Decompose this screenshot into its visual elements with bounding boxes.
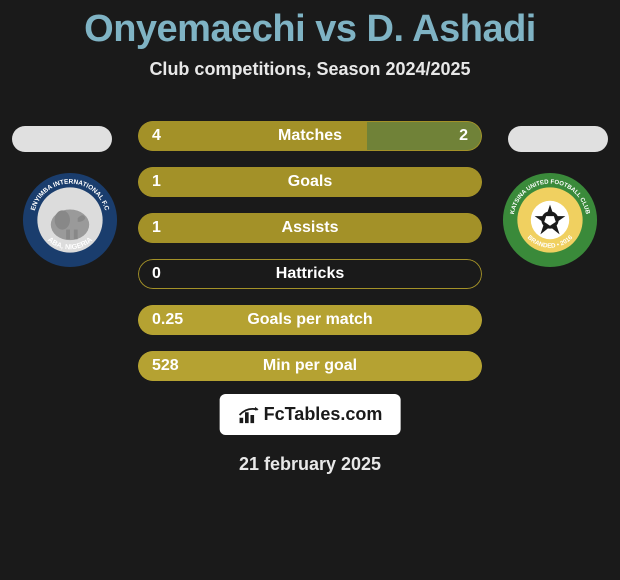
stat-row: 4 2 Matches bbox=[138, 121, 482, 151]
stat-row: 0 Hattricks bbox=[138, 259, 482, 289]
team-logo-left: ENYIMBA INTERNATIONAL F.C ABA, NIGERIA bbox=[22, 172, 118, 268]
stat-value-left: 528 bbox=[152, 357, 179, 375]
comparison-subtitle: Club competitions, Season 2024/2025 bbox=[0, 59, 620, 80]
stat-label: Matches bbox=[278, 127, 342, 145]
katsina-united-logo-icon: KATSINA UNITED FOOTBALL CLUB BRANDED • 2… bbox=[502, 172, 598, 268]
stat-label: Min per goal bbox=[263, 357, 357, 375]
player-avatar-left bbox=[12, 126, 112, 152]
stat-value-left: 0 bbox=[152, 265, 161, 283]
stat-value-left: 4 bbox=[152, 127, 161, 145]
enyimba-logo-icon: ENYIMBA INTERNATIONAL F.C ABA, NIGERIA bbox=[22, 172, 118, 268]
stat-row: 0.25 Goals per match bbox=[138, 305, 482, 335]
fctables-icon bbox=[238, 405, 260, 425]
stat-value-right: 2 bbox=[459, 127, 468, 145]
brand-text: FcTables.com bbox=[264, 404, 383, 425]
stat-row: 528 Min per goal bbox=[138, 351, 482, 381]
stat-value-left: 1 bbox=[152, 173, 161, 191]
comparison-date: 21 february 2025 bbox=[239, 454, 381, 475]
comparison-title: Onyemaechi vs D. Ashadi bbox=[0, 0, 620, 51]
stat-row: 1 Goals bbox=[138, 167, 482, 197]
stat-label: Goals per match bbox=[247, 311, 372, 329]
stat-label: Goals bbox=[288, 173, 332, 191]
stat-label: Hattricks bbox=[276, 265, 344, 283]
stat-value-left: 1 bbox=[152, 219, 161, 237]
stat-row: 1 Assists bbox=[138, 213, 482, 243]
team-logo-right: KATSINA UNITED FOOTBALL CLUB BRANDED • 2… bbox=[502, 172, 598, 268]
player-avatar-right bbox=[508, 126, 608, 152]
stat-value-left: 0.25 bbox=[152, 311, 183, 329]
stat-label: Assists bbox=[282, 219, 339, 237]
brand-badge: FcTables.com bbox=[220, 394, 401, 435]
stats-container: 4 2 Matches 1 Goals 1 Assists 0 Hattricks 0.25 Goa… bbox=[138, 121, 482, 397]
